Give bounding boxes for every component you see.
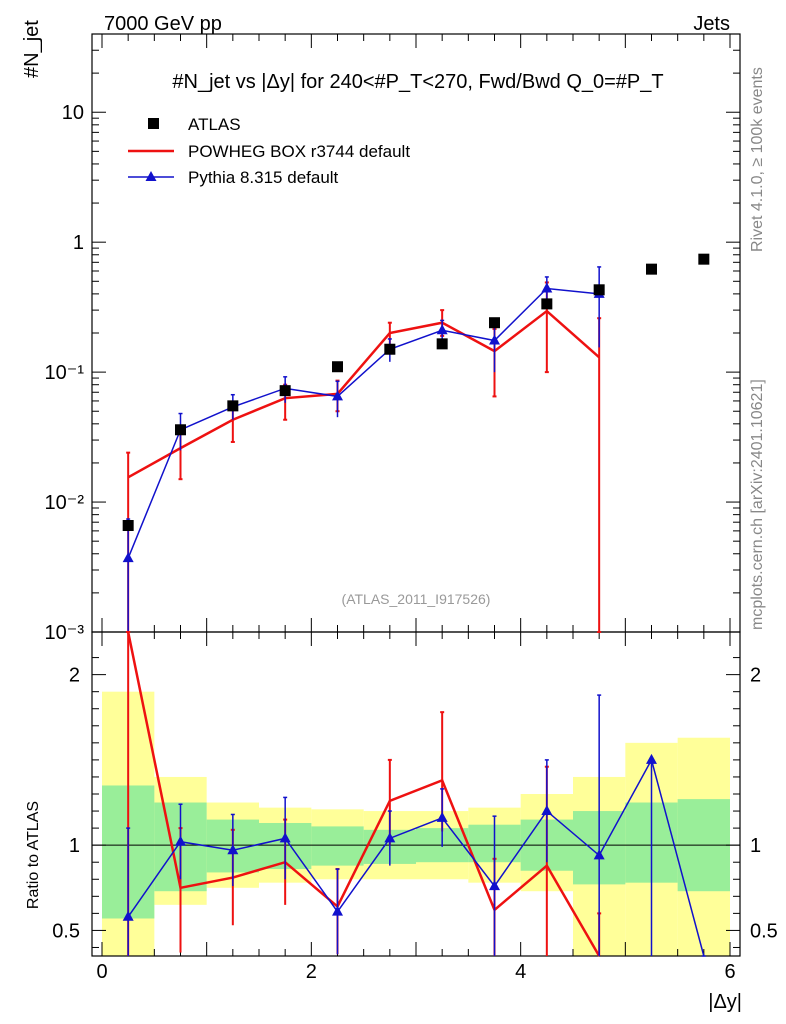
pythia-main-point [332,390,343,401]
atlas-data-point [332,361,343,373]
pythia-ratio-point [489,880,500,891]
pythia-ratio-point [122,910,134,921]
legend-label: POWHEG BOX r3744 default [188,142,410,161]
x-tick-label: 6 [724,961,735,983]
x-tick-label: 0 [96,961,107,983]
atlas-data-point [384,343,396,355]
tick-labels: 10⁻³ 10⁻² 10⁻¹ 1 10 0.5 0.5 1 1 2 2 0 2 4 6 [45,102,778,983]
ratio-y-tick-label-right: 1 [750,835,761,857]
main-y-tick-label: 10⁻² [45,492,85,514]
main-y-tick-label: 10 [62,102,84,124]
ratio-y-tick-label: 0.5 [52,920,80,942]
ratio-y-tick-label: 2 [69,665,80,687]
main-y-tick-label: 10⁻³ [45,622,85,644]
pythia-ratio-point [646,753,657,764]
ratio-y-tick-label-right: 0.5 [750,920,778,942]
powheg-ratio-line [126,631,601,957]
pythia-ratio-point [593,849,605,860]
pythia-ratio-point [332,905,343,916]
legend-pythia-marker [145,171,157,181]
atlas-data-point [227,400,239,412]
rivet-version-label: Rivet 4.1.0, ≥ 100k events [749,67,766,252]
legend: ATLAS POWHEG BOX r3744 default Pythia 8.31… [128,115,410,187]
atlas-data-point [646,263,657,275]
mcplots-label: mcplots.cern.ch [arXiv:2401.10621] [749,379,766,630]
pythia-main-point [489,334,500,345]
pythia-main-point [122,552,134,563]
x-tick-label: 2 [306,961,317,983]
legend-label: Pythia 8.315 default [188,168,339,187]
atlas-data-point [122,520,134,532]
axes [91,33,741,957]
pythia-ratio-point [384,832,396,843]
pythia-ratio-point [436,811,448,822]
main-y-tick-label: 10⁻¹ [45,362,85,384]
atlas-data-point [698,253,710,265]
analysis-label: (ATLAS_2011_I917526) [342,591,491,607]
pythia-ratio-line [127,757,705,957]
ratio-y-tick-label-right: 2 [750,665,761,687]
main-y-label: #N_jet [21,20,43,78]
chart-title: #N_jet vs |Δy| for 240<#P_T<270, Fwd/Bwd… [172,71,663,93]
x-tick-label: 4 [515,961,526,983]
legend-atlas-marker [148,118,159,129]
atlas-data-point [593,284,605,296]
pythia-ratio-point [279,832,291,843]
pythia-main-point [436,324,448,335]
ratio-y-label: Ratio to ATLAS [25,801,42,909]
header-process: Jets [693,13,730,35]
pythia-main-point [541,282,553,293]
main-y-tick-label: 1 [73,232,84,254]
x-axis-label: |Δy| [708,991,742,1013]
ratio-band-green [311,826,364,866]
pythia-ratio-point [175,835,186,846]
ratio-y-tick-label: 1 [69,835,80,857]
legend-label: ATLAS [188,115,241,134]
header-energy: 7000 GeV pp [104,13,222,35]
ratio-uncertainty-bands [102,691,730,956]
pythia-ratio-point [227,844,239,855]
atlas-data-point [489,317,500,329]
powheg-main-line [127,309,600,479]
data-series [122,253,710,957]
atlas-data-point [279,385,291,397]
atlas-data-point [541,298,553,310]
pythia-ratio-point [541,805,553,816]
pythia-main-line [127,287,600,559]
atlas-data-point [175,424,186,436]
atlas-data-point [436,338,448,350]
